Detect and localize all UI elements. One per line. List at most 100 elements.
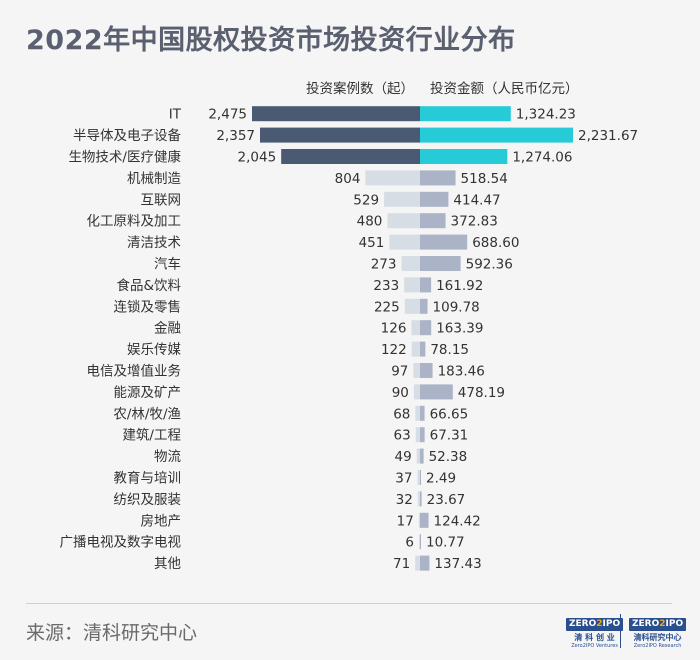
- logo-english-name: Zero2IPO Research: [633, 643, 682, 649]
- amount-bar: [420, 127, 573, 143]
- amount-value-label: 183.46: [438, 364, 485, 380]
- amount-value-label: 2.49: [426, 471, 456, 487]
- count-bar: [417, 491, 420, 507]
- chart-title: 2022年中国股权投资市场投资行业分布: [26, 25, 516, 56]
- category-label: 食品&饮料: [116, 277, 181, 294]
- count-bar: [411, 341, 420, 357]
- amount-value-label: 1,274.06: [512, 150, 572, 166]
- amount-value-label: 23.67: [427, 492, 466, 508]
- count-value-label: 804: [335, 171, 361, 187]
- count-value-label: 480: [357, 214, 383, 230]
- count-value-label: 225: [374, 299, 400, 315]
- amount-value-label: 109.78: [433, 299, 480, 315]
- count-value-label: 6: [405, 535, 414, 551]
- diverging-bar-chart: 投资案例数（起） 投资金额（人民币亿元） IT 2,475 1,324.23 半导体及…: [60, 80, 639, 572]
- category-label: 房地产: [141, 513, 182, 529]
- category-label: 能源及矿产: [114, 385, 182, 401]
- count-value-label: 451: [359, 235, 385, 251]
- count-bar: [415, 555, 420, 571]
- amount-bar: [420, 277, 432, 293]
- category-label: 化工原料及加工: [87, 214, 182, 230]
- count-bar: [384, 191, 420, 207]
- count-value-label: 529: [353, 192, 379, 208]
- category-label: 建筑/工程: [122, 428, 181, 444]
- amount-value-label: 518.54: [461, 171, 508, 187]
- count-bar: [415, 427, 420, 443]
- amount-value-label: 137.43: [434, 556, 481, 572]
- count-value-label: 233: [373, 278, 399, 294]
- amount-bar: [420, 170, 456, 186]
- amount-value-label: 163.39: [436, 321, 483, 337]
- count-value-label: 32: [396, 492, 413, 508]
- count-value-label: 97: [391, 364, 408, 380]
- source-note: 来源：清科研究中心: [26, 622, 198, 644]
- category-label: 金融: [154, 321, 181, 337]
- count-value-label: 68: [393, 406, 410, 422]
- amount-bar: [420, 363, 433, 378]
- amount-value-label: 52.38: [429, 449, 468, 465]
- amount-value-label: 414.47: [453, 192, 500, 208]
- amount-bar: [420, 427, 425, 443]
- category-label: 清洁技术: [127, 235, 181, 251]
- zero2ipo-research-logo: ZERO2IPO 清科研究中心 Zero2IPO Research: [629, 611, 687, 650]
- category-label: 互联网: [141, 192, 182, 208]
- count-bar: [389, 234, 420, 250]
- amount-bar: [420, 534, 421, 550]
- category-label: 教育与培训: [114, 471, 182, 487]
- amount-bar: [420, 555, 430, 571]
- count-bar: [413, 363, 420, 378]
- amount-value-label: 78.15: [430, 342, 469, 358]
- amount-bar: [420, 320, 432, 336]
- logo-english-name: Zero2IPO Ventures: [571, 643, 618, 649]
- count-value-label: 63: [394, 428, 411, 444]
- amount-bar: [420, 341, 426, 357]
- logo-badge: ZERO2IPO: [566, 618, 624, 631]
- amount-bar: [420, 384, 453, 400]
- footer-divider: [26, 603, 672, 604]
- count-bar: [401, 256, 420, 271]
- category-label: 生物技术/医疗健康: [68, 149, 181, 166]
- category-label: 广播电视及数字电视: [60, 535, 182, 551]
- count-value-label: 37: [395, 471, 412, 487]
- amount-value-label: 372.83: [451, 214, 498, 230]
- logo-separator: [620, 614, 621, 648]
- count-value-label: 2,475: [208, 107, 247, 123]
- count-value-label: 49: [394, 449, 411, 465]
- count-bar: [417, 470, 420, 485]
- amount-bar: [420, 149, 508, 164]
- category-label: 汽车: [154, 256, 181, 273]
- legend-amount: 投资金额（人民币亿元）: [430, 81, 579, 97]
- count-bar: [418, 512, 420, 528]
- count-value-label: 126: [381, 321, 407, 337]
- count-bar: [365, 170, 420, 186]
- count-bar: [416, 448, 420, 464]
- category-label: 机械制造: [127, 171, 181, 187]
- count-value-label: 90: [392, 385, 409, 401]
- logo-chinese-name: 清 科 创 业: [574, 633, 615, 642]
- amount-value-label: 478.19: [458, 385, 505, 401]
- category-label: 纺织及服装: [114, 492, 182, 508]
- count-bar: [413, 384, 420, 400]
- count-bar: [419, 534, 420, 550]
- count-bar: [404, 277, 420, 293]
- amount-bar: [420, 470, 421, 485]
- logo-badge: ZERO2IPO: [629, 618, 687, 631]
- legend-count: 投资案例数（起）: [306, 80, 414, 97]
- logo-chinese-name: 清科研究中心: [633, 633, 682, 642]
- amount-bar: [420, 234, 468, 250]
- amount-bar: [420, 448, 424, 464]
- amount-bar: [420, 405, 425, 421]
- category-label: 半导体及电子设备: [73, 127, 181, 144]
- category-label: IT: [169, 107, 182, 123]
- amount-bar: [420, 491, 422, 507]
- category-label: 连锁及零售: [114, 299, 182, 315]
- category-label: 物流: [154, 449, 181, 465]
- amount-value-label: 10.77: [426, 535, 465, 551]
- amount-bar: [420, 256, 461, 271]
- count-bar: [404, 298, 420, 314]
- count-bar: [260, 127, 420, 143]
- amount-value-label: 2,231.67: [578, 128, 638, 144]
- category-label: 娱乐传媒: [127, 342, 181, 358]
- count-value-label: 2,357: [216, 128, 255, 144]
- count-value-label: 17: [397, 513, 414, 529]
